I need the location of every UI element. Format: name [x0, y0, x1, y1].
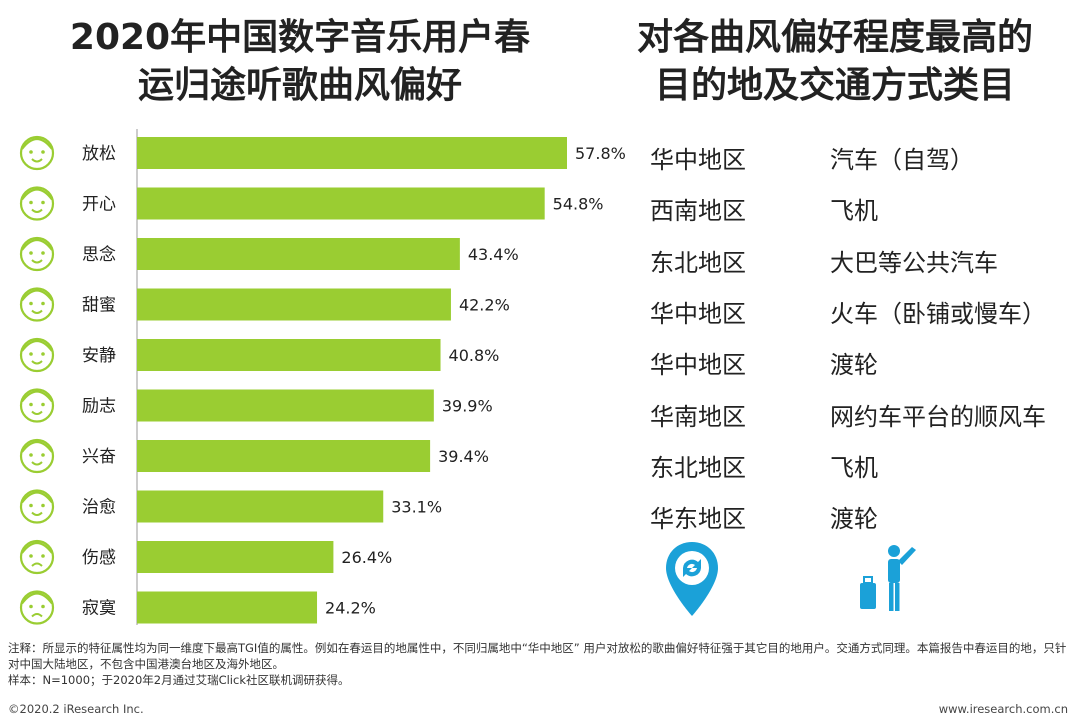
notes-line2: 样本：N=1000；于2020年2月通过艾瑞Click社区联机调研获得。 — [8, 673, 350, 687]
face-icon — [19, 287, 55, 322]
location-pin-icon — [664, 540, 720, 622]
bar — [137, 238, 460, 270]
transport-cell: 飞机 — [830, 453, 878, 482]
notes-line1: 注释：所显示的特征属性均为同一维度下最高TGI值的属性。例如在春运目的地属性中，… — [8, 641, 1067, 671]
category-label: 甜蜜 — [82, 296, 116, 316]
table-title-line1: 对各曲风偏好程度最高的 — [636, 17, 1033, 58]
category-label: 寂寞 — [82, 599, 116, 619]
bar — [137, 187, 545, 220]
category-label: 安静 — [82, 346, 116, 366]
transport-cell: 飞机 — [830, 197, 878, 226]
data-label: 26.4% — [341, 548, 392, 567]
transport-cell: 火车（卧铺或慢车） — [830, 299, 1046, 328]
data-label: 40.8% — [449, 346, 500, 365]
face-icon — [19, 438, 55, 474]
data-label: 42.2% — [459, 296, 510, 315]
website-url: www.iresearch.com.cn — [938, 702, 1068, 716]
bar — [137, 541, 334, 573]
transport-cell: 渡轮 — [830, 351, 878, 380]
bar — [137, 288, 451, 321]
data-label: 54.8% — [553, 195, 604, 214]
notes: 注释：所显示的特征属性均为同一维度下最高TGI值的属性。例如在春运目的地属性中，… — [8, 640, 1072, 688]
data-label: 24.2% — [325, 599, 376, 618]
category-label: 励志 — [82, 397, 116, 417]
traveler-luggage-icon — [856, 543, 922, 617]
bar — [137, 137, 567, 169]
data-label: 43.4% — [468, 245, 519, 264]
bar — [137, 440, 431, 472]
table-title-line2: 目的地及交通方式类目 — [654, 65, 1015, 106]
region-cell: 东北地区 — [650, 453, 746, 482]
face-icon — [19, 539, 55, 575]
bar — [137, 591, 318, 624]
chart-title-line2: 运归途听歌曲风偏好 — [137, 65, 462, 106]
bar-chart: 放松 57.8% 开心 54.8% 思念 43.4% 甜蜜 42.2% 安静 40.8% 励志 39.… — [19, 129, 626, 625]
region-cell: 华南地区 — [650, 402, 746, 431]
bar — [137, 389, 434, 422]
face-icon — [19, 135, 55, 171]
region-cell: 华中地区 — [650, 299, 746, 328]
chart-title: 2020年中国数字音乐用户春 运归途听歌曲风偏好 — [20, 14, 580, 110]
face-icon — [19, 489, 55, 524]
table-title: 对各曲风偏好程度最高的 目的地及交通方式类目 — [600, 14, 1070, 110]
face-icon — [19, 236, 55, 272]
category-label: 思念 — [82, 244, 116, 265]
copyright: ©2020.2 iResearch Inc. — [8, 702, 144, 716]
category-label: 开心 — [82, 195, 116, 215]
bar — [137, 339, 441, 371]
data-label: 39.9% — [442, 397, 493, 416]
transport-cell: 大巴等公共汽车 — [830, 248, 998, 277]
category-label: 伤感 — [82, 548, 116, 568]
face-icon — [19, 186, 55, 221]
region-cell: 华中地区 — [650, 146, 746, 174]
bar — [137, 490, 384, 523]
chart-title-line1: 2020年中国数字音乐用户春 — [69, 17, 531, 58]
data-label: 33.1% — [391, 498, 442, 517]
data-label: 57.8% — [575, 144, 626, 163]
category-label: 放松 — [82, 144, 116, 164]
transport-cell: 网约车平台的顺风车 — [830, 402, 1046, 431]
transport-cell: 渡轮 — [830, 505, 878, 534]
face-icon — [19, 388, 55, 423]
region-cell: 西南地区 — [650, 197, 746, 226]
region-cell: 东北地区 — [650, 248, 746, 277]
face-icon — [19, 337, 55, 373]
region-cell: 华中地区 — [650, 351, 746, 380]
category-label: 兴奋 — [82, 447, 116, 467]
transport-cell: 汽车（自驾） — [830, 146, 974, 174]
category-label: 治愈 — [82, 498, 116, 518]
face-icon — [19, 590, 55, 625]
data-label: 39.4% — [438, 447, 489, 466]
region-cell: 华东地区 — [650, 505, 746, 534]
